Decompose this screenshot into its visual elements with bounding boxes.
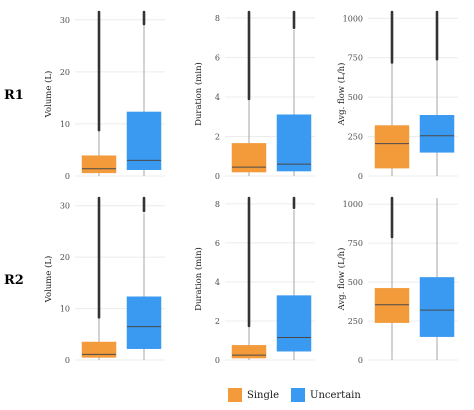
y-axis-label: Avg. flow (L/h) xyxy=(336,248,347,312)
legend-item-uncertain: Uncertain xyxy=(291,388,361,402)
panel-r1-1: 0 10 20 30 Volume (L) xyxy=(43,10,165,181)
panel-r1-3: 0 250 500 750 1000 Avg. flow (L/h) xyxy=(336,10,458,181)
y-tick-label: 1000 xyxy=(343,14,363,23)
box-single xyxy=(374,288,410,323)
panel-r1-2: 0 2 4 6 8 Duration (min) xyxy=(193,10,315,181)
box-uncertain xyxy=(419,115,455,153)
y-tick-label: 750 xyxy=(348,239,363,248)
y-axis-label: Avg. flow (L/h) xyxy=(336,63,347,127)
legend-label-uncertain: Uncertain xyxy=(310,389,361,401)
y-tick-label: 0 xyxy=(358,172,363,181)
y-tick-label: 0 xyxy=(65,172,70,181)
box-uncertain xyxy=(276,114,312,172)
y-tick-label: 0 xyxy=(215,172,220,181)
y-tick-label: 0 xyxy=(215,356,220,365)
legend-item-single: Single xyxy=(228,388,279,402)
panel-r2-1: 0 10 20 30 Volume (L) xyxy=(43,196,165,365)
legend: Single Uncertain xyxy=(228,388,373,402)
box-single xyxy=(374,125,410,169)
box-single xyxy=(81,155,117,174)
row-label-r2: R2 xyxy=(4,273,24,288)
box-uncertain xyxy=(419,277,455,337)
y-tick-label: 250 xyxy=(348,317,363,326)
y-tick-label: 750 xyxy=(348,54,363,63)
legend-label-single: Single xyxy=(247,389,280,401)
box-single xyxy=(231,143,267,173)
legend-swatch-single xyxy=(228,388,242,402)
y-tick-label: 500 xyxy=(348,93,363,102)
y-tick-label: 2 xyxy=(215,132,220,141)
y-tick-label: 4 xyxy=(215,93,220,102)
y-tick-label: 30 xyxy=(60,202,70,211)
y-tick-label: 20 xyxy=(60,253,70,262)
y-axis-label: Volume (L) xyxy=(43,256,54,304)
y-tick-label: 6 xyxy=(215,239,220,248)
panel-r2-3: 0 250 500 750 1000 Avg. flow (L/h) xyxy=(336,196,458,365)
y-axis-label: Volume (L) xyxy=(43,71,54,119)
y-tick-label: 4 xyxy=(215,278,220,287)
panel-r2-2: 0 2 4 6 8 Duration (min) xyxy=(193,196,315,365)
y-tick-label: 1000 xyxy=(343,200,363,209)
y-tick-label: 30 xyxy=(60,16,70,25)
y-tick-label: 250 xyxy=(348,133,363,142)
y-tick-label: 2 xyxy=(215,317,220,326)
y-tick-label: 0 xyxy=(65,356,70,365)
y-tick-label: 10 xyxy=(60,305,70,314)
row-label-r1: R1 xyxy=(4,88,24,103)
box-single xyxy=(81,341,117,358)
y-tick-label: 6 xyxy=(215,53,220,62)
y-tick-label: 8 xyxy=(215,14,220,23)
box-uncertain xyxy=(126,111,162,171)
box-uncertain xyxy=(276,295,312,352)
y-axis-label: Duration (min) xyxy=(193,62,204,126)
y-tick-label: 20 xyxy=(60,68,70,77)
y-axis-label: Duration (min) xyxy=(193,247,204,311)
box-uncertain xyxy=(126,296,162,349)
y-tick-label: 10 xyxy=(60,120,70,129)
y-tick-label: 0 xyxy=(358,356,363,365)
y-tick-label: 8 xyxy=(215,200,220,209)
y-tick-label: 500 xyxy=(348,278,363,287)
box-single xyxy=(231,345,267,359)
legend-swatch-uncertain xyxy=(291,388,306,402)
